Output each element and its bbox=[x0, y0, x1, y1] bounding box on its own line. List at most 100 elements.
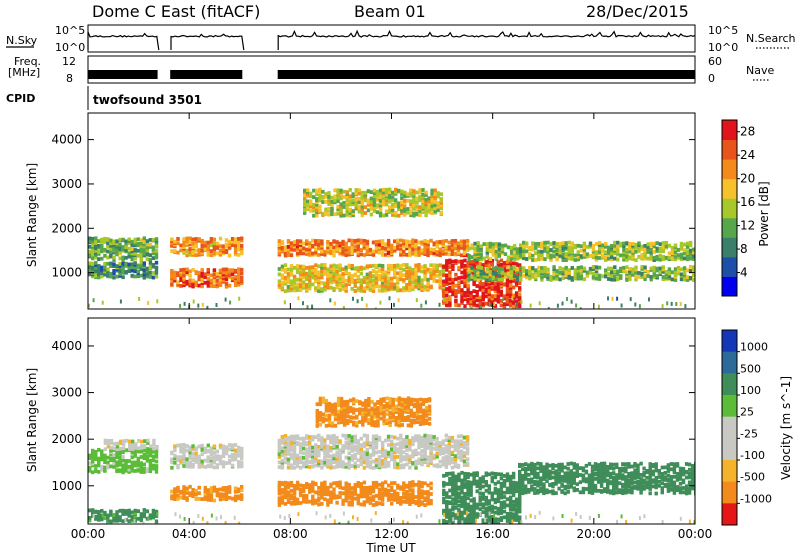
power-cell bbox=[381, 202, 386, 207]
power-cell bbox=[170, 241, 174, 246]
power-cell bbox=[365, 251, 370, 256]
velocity-cell bbox=[115, 455, 119, 460]
power-cell bbox=[628, 245, 632, 249]
power-cell bbox=[448, 295, 452, 299]
velocity-cell bbox=[112, 457, 116, 462]
velocity-cell bbox=[465, 461, 470, 466]
power-cell bbox=[393, 245, 397, 250]
power-cell bbox=[221, 270, 226, 275]
power-cell bbox=[326, 267, 330, 272]
power-cell bbox=[496, 285, 501, 290]
velocity-cell bbox=[427, 408, 432, 413]
power-cell bbox=[347, 246, 351, 250]
velocity-cell bbox=[289, 489, 294, 493]
power-cell bbox=[347, 252, 351, 257]
velocity-cell bbox=[321, 419, 326, 424]
power-colorbar-swatch bbox=[722, 120, 737, 141]
power-cell bbox=[332, 286, 336, 291]
power-cell bbox=[414, 263, 418, 268]
velocity-cell bbox=[365, 454, 370, 459]
power-cell bbox=[302, 246, 306, 251]
power-cell bbox=[311, 243, 315, 248]
velocity-cell bbox=[465, 441, 470, 446]
power-cell bbox=[115, 239, 119, 244]
power-cell bbox=[218, 277, 223, 282]
power-cell bbox=[224, 238, 229, 243]
power-cell bbox=[330, 209, 334, 213]
power-cell bbox=[576, 266, 580, 270]
power-cell bbox=[139, 244, 143, 248]
power-cell bbox=[366, 208, 371, 213]
velocity-cell bbox=[377, 437, 382, 442]
power-cell bbox=[224, 270, 229, 275]
velocity-cell bbox=[393, 435, 397, 440]
velocity-cell bbox=[417, 439, 421, 443]
velocity-cell bbox=[356, 484, 360, 488]
power-cell bbox=[317, 272, 321, 277]
velocity-cell bbox=[318, 422, 323, 427]
velocity-cell bbox=[380, 495, 385, 500]
power-cell bbox=[393, 269, 397, 274]
velocity-cell bbox=[133, 511, 137, 516]
velocity-cell bbox=[412, 411, 417, 416]
power-cell bbox=[423, 274, 427, 279]
velocity-cell bbox=[317, 445, 321, 449]
power-cell bbox=[354, 203, 358, 207]
power-cell bbox=[463, 304, 467, 308]
power-cell bbox=[344, 241, 348, 246]
power-cell bbox=[432, 271, 436, 276]
velocity-cell bbox=[465, 438, 470, 442]
power-cell bbox=[403, 198, 407, 203]
power-cell bbox=[415, 200, 419, 205]
velocity-cell bbox=[462, 461, 467, 466]
power-cell bbox=[546, 267, 550, 272]
velocity-cell bbox=[429, 459, 433, 463]
power-cell bbox=[573, 243, 577, 248]
velocity-cell bbox=[454, 489, 458, 494]
power-cell bbox=[363, 190, 368, 195]
power-cell bbox=[330, 199, 334, 204]
power-colorbar-swatch bbox=[722, 159, 737, 180]
velocity-cell bbox=[367, 399, 371, 404]
power-cell bbox=[688, 256, 693, 261]
power-cell bbox=[442, 283, 446, 287]
power-cell bbox=[344, 270, 348, 275]
velocity-cell bbox=[170, 494, 174, 499]
velocity-cell bbox=[408, 500, 412, 505]
velocity-cell bbox=[146, 447, 150, 451]
power-cell bbox=[522, 253, 526, 258]
power-cell bbox=[537, 253, 541, 257]
velocity-cell bbox=[206, 459, 210, 464]
velocity-cell bbox=[286, 497, 291, 502]
power-cell bbox=[142, 240, 146, 244]
power-cell bbox=[338, 276, 342, 281]
velocity-cell bbox=[382, 397, 386, 401]
power-cell bbox=[402, 263, 406, 267]
power-cell bbox=[531, 258, 535, 262]
power-cell bbox=[230, 276, 235, 281]
power-cell bbox=[121, 267, 125, 272]
velocity-cell bbox=[323, 445, 327, 450]
power-cell bbox=[628, 242, 632, 246]
power-cell bbox=[326, 249, 330, 254]
power-cell bbox=[463, 272, 467, 276]
power-cell bbox=[206, 247, 210, 252]
power-cell bbox=[661, 304, 664, 309]
power-cell bbox=[679, 277, 684, 282]
power-cell bbox=[479, 255, 483, 260]
power-cell bbox=[306, 190, 310, 195]
velocity-cell bbox=[420, 449, 424, 453]
power-cell bbox=[540, 249, 544, 254]
velocity-cell bbox=[237, 464, 241, 469]
power-cell bbox=[405, 272, 409, 277]
velocity-cell bbox=[399, 496, 403, 500]
velocity-cell bbox=[305, 500, 309, 504]
power-cell bbox=[103, 272, 107, 277]
power-cell bbox=[402, 239, 406, 243]
velocity-cell bbox=[188, 445, 192, 450]
velocity-cell bbox=[286, 459, 291, 464]
velocity-cell bbox=[302, 446, 306, 451]
velocity-cell bbox=[197, 491, 201, 495]
velocity-cell bbox=[411, 452, 415, 457]
power-cell bbox=[465, 244, 470, 248]
